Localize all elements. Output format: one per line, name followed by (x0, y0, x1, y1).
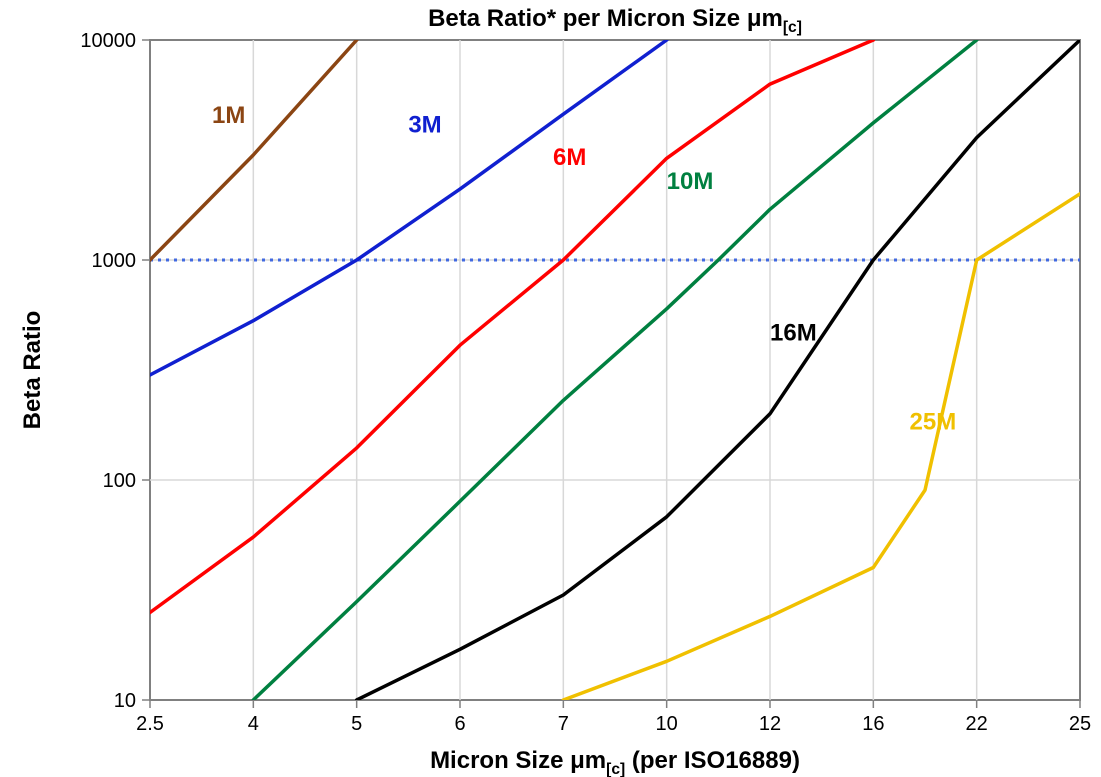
x-tick-label: 2.5 (136, 713, 164, 735)
x-tick-label: 12 (759, 713, 781, 735)
series-label-1M: 1M (212, 102, 245, 129)
y-axis-label: Beta Ratio (19, 311, 46, 430)
chart-container: 2.5 4 5 6 7 10 12 16 22 25 10 100 1000 10000 1M 3M 6M 10M… (0, 0, 1101, 777)
x-tick-label: 7 (558, 713, 569, 735)
chart-title: Beta Ratio* per Micron Size μm[c] (428, 5, 802, 36)
x-tick-label: 4 (248, 713, 259, 735)
series-label-3M: 3M (408, 111, 441, 138)
x-tick-label: 5 (351, 713, 362, 735)
y-tick-label: 1000 (92, 250, 137, 272)
series-label-25M: 25M (910, 408, 957, 435)
x-tick-label: 22 (966, 713, 988, 735)
x-tick-label: 16 (862, 713, 884, 735)
x-tick-label: 25 (1069, 713, 1091, 735)
y-tick-label: 100 (103, 470, 136, 492)
series-label-10M: 10M (667, 168, 714, 195)
beta-ratio-chart: 2.5 4 5 6 7 10 12 16 22 25 10 100 1000 10000 1M 3M 6M 10M… (0, 0, 1101, 777)
y-tick-label: 10 (114, 690, 136, 712)
series-label-16M: 16M (770, 320, 817, 347)
x-tick-label: 6 (454, 713, 465, 735)
y-tick-label: 10000 (80, 30, 136, 52)
series-label-6M: 6M (553, 144, 586, 171)
x-tick-label: 10 (656, 713, 678, 735)
